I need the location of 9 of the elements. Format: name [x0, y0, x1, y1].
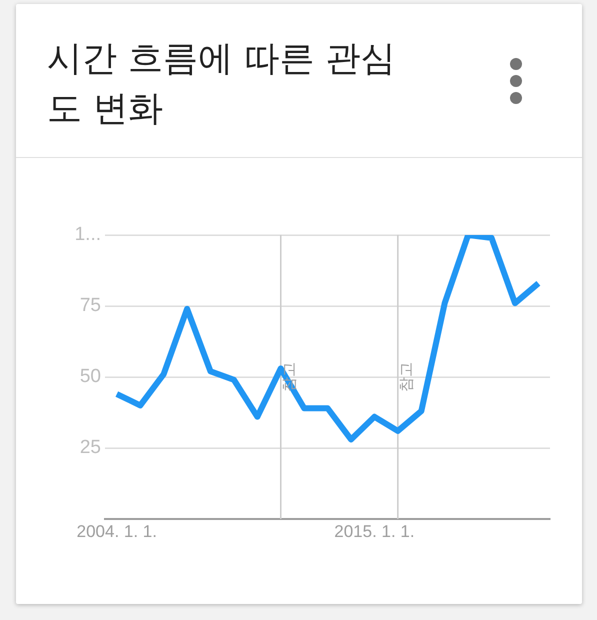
chart-title: 시간 흐름에 따른 관심도 변화 [47, 38, 396, 131]
ref-line-label: 참고 [397, 362, 416, 392]
y-tick-label: 1... [74, 224, 101, 246]
ref-line-label: 참고 [280, 362, 298, 392]
x-tick-label: 2004. 1. 1. [76, 522, 157, 541]
y-tick-label: 75 [80, 295, 101, 316]
y-tick-label: 50 [80, 366, 101, 388]
x-tick-label: 2015. 1. 1. [334, 522, 415, 541]
y-tick-label: 25 [80, 437, 101, 458]
